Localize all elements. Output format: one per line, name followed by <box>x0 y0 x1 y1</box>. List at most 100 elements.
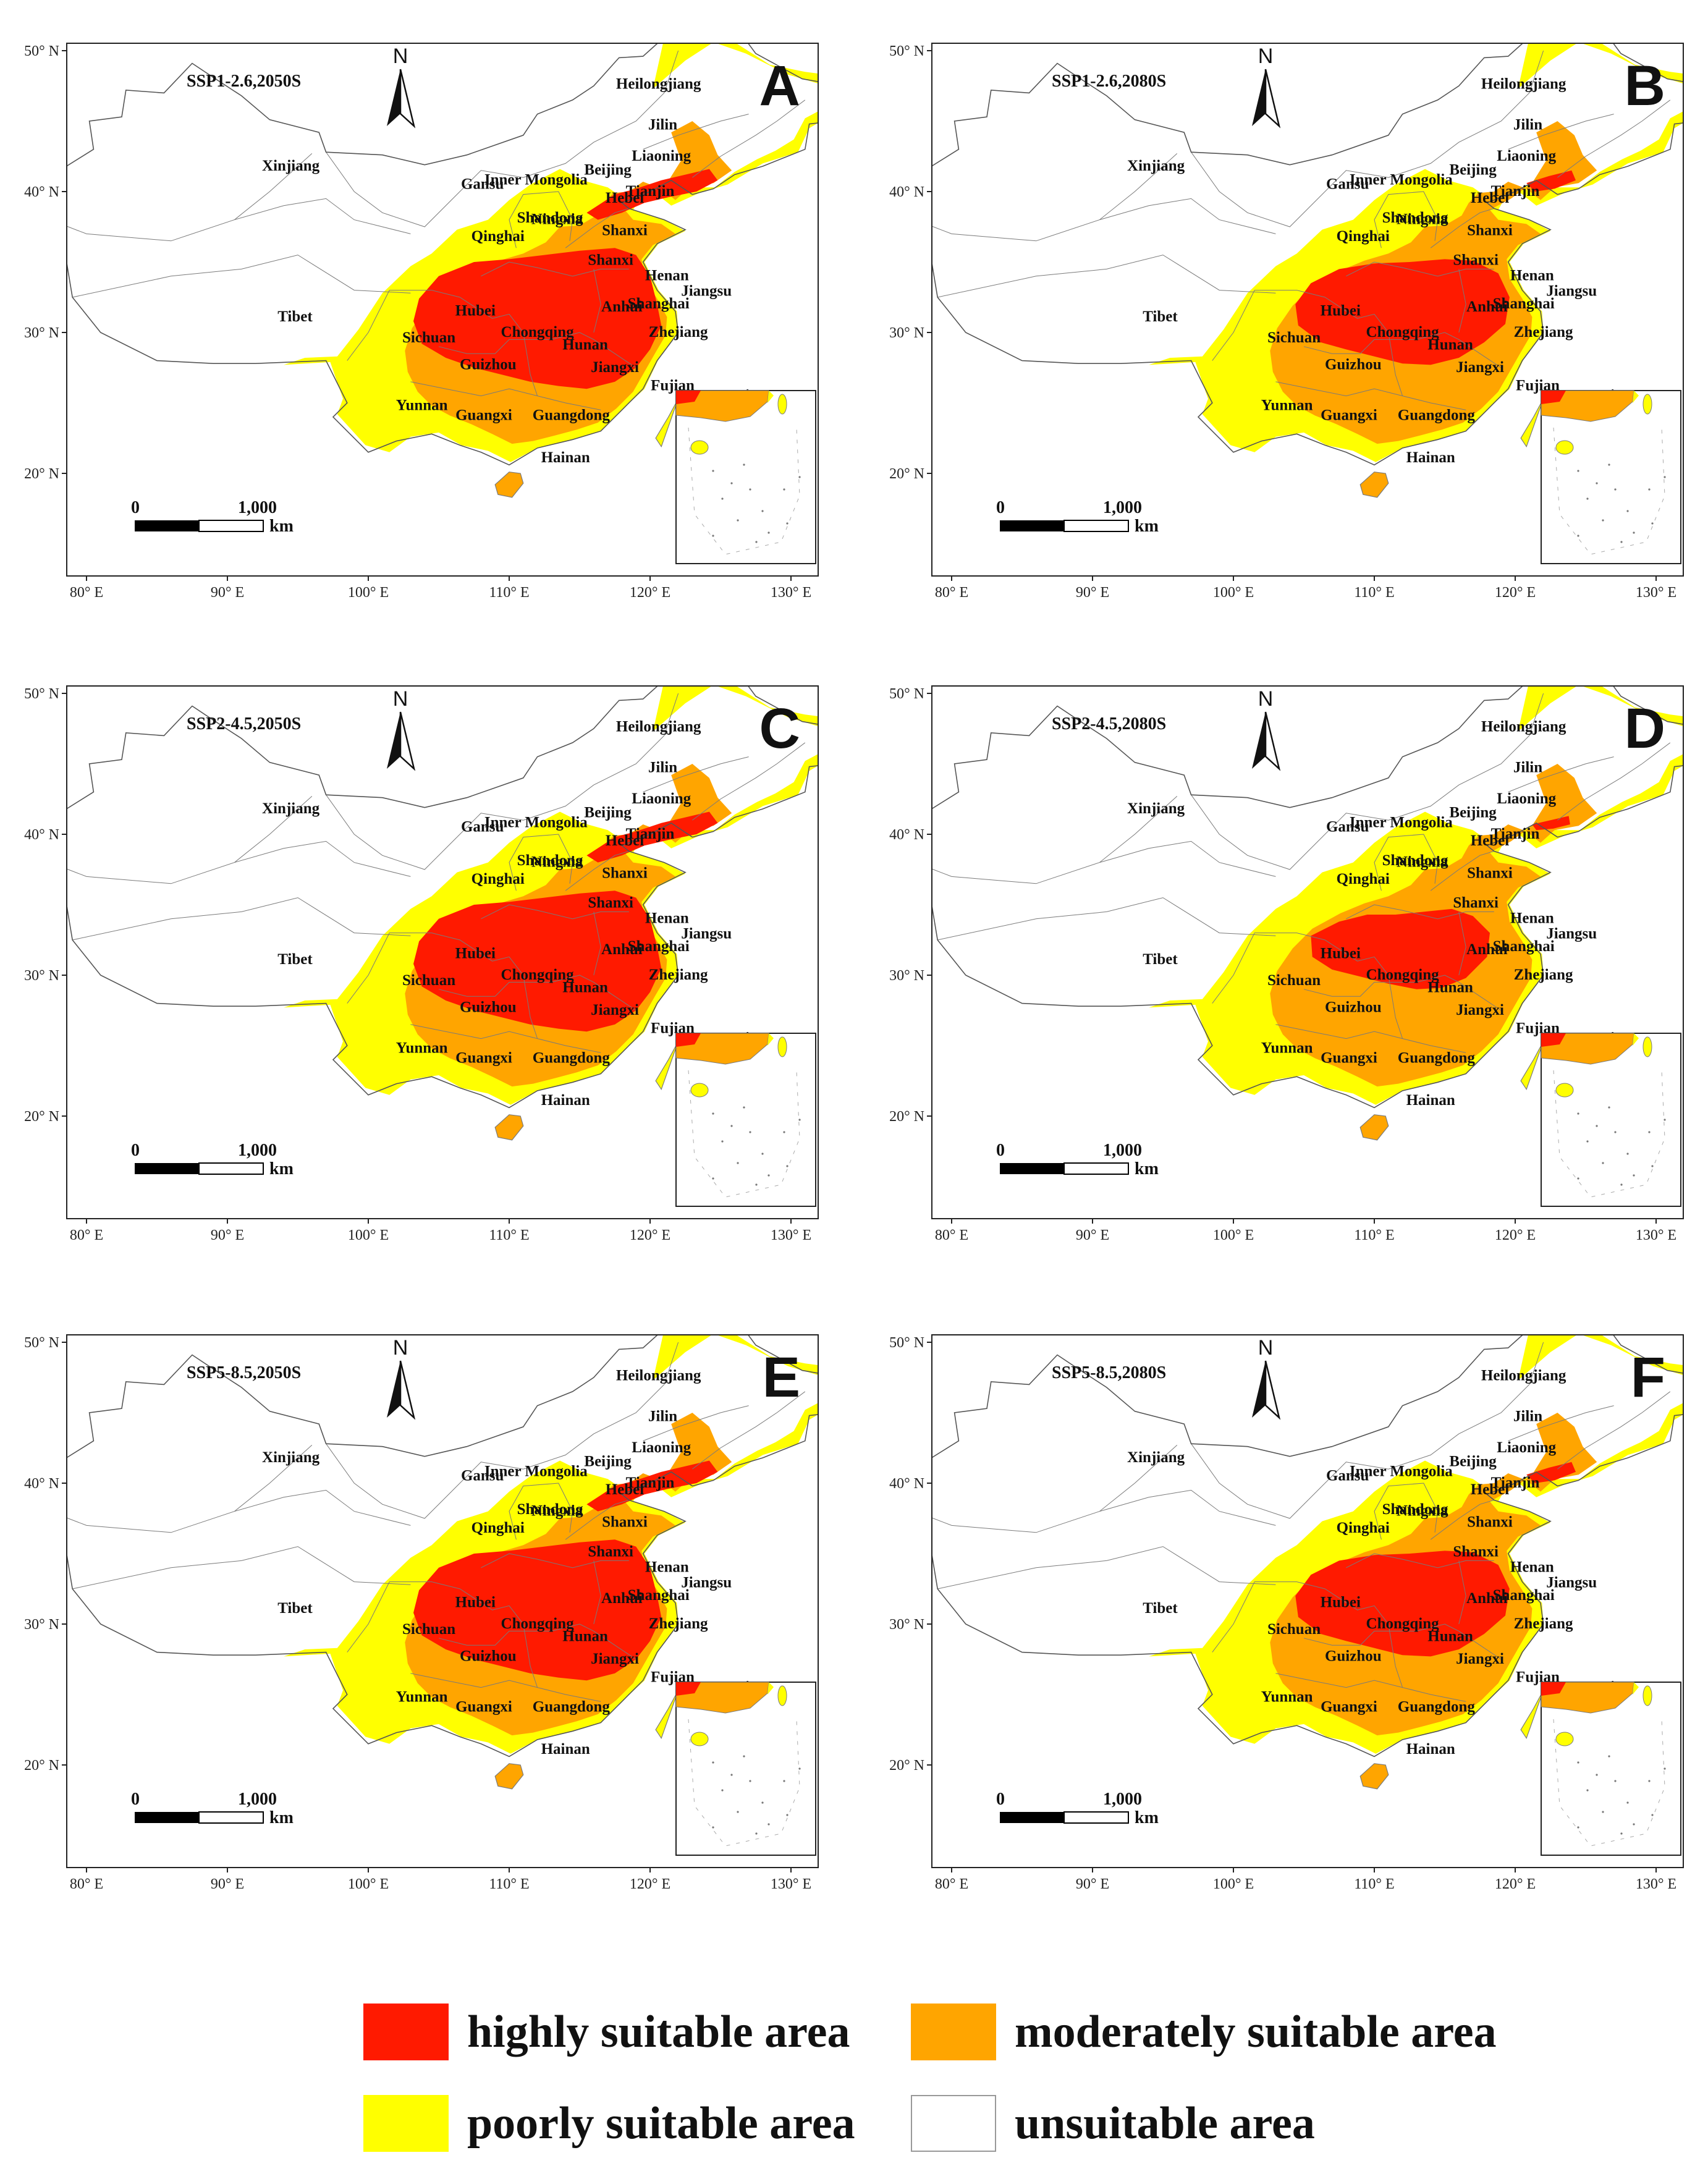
province-label: Hainan <box>1406 1092 1455 1109</box>
lon-label: 80° E <box>70 1876 103 1892</box>
province-border <box>234 198 411 234</box>
hainan-island <box>1359 1763 1389 1790</box>
inset-island-dot <box>1596 1125 1598 1127</box>
scenario-title: SSP1-2.6,2080S <box>1052 72 1166 91</box>
south-china-sea-inset <box>675 1033 816 1207</box>
province-label: Qinghai <box>1337 871 1390 887</box>
inset-hainan <box>690 1083 709 1098</box>
province-label: Guangxi <box>1321 407 1377 423</box>
panel-letter: B <box>1625 54 1665 117</box>
inset-high-area <box>1541 391 1566 404</box>
province-border <box>67 153 313 242</box>
province-label: Guangdong <box>533 1698 611 1715</box>
legend-label-high: highly suitable area <box>467 2006 850 2057</box>
north-arrow-icon-right <box>1264 69 1281 129</box>
inset-island-dot <box>737 519 739 522</box>
province-border <box>1346 261 1494 277</box>
inset-nine-dash-line <box>1553 427 1665 555</box>
province-border <box>1508 114 1614 150</box>
province-border <box>1212 933 1389 1004</box>
province-label: Hubei <box>455 1594 496 1611</box>
china-border <box>67 1335 818 1758</box>
province-border <box>593 1560 601 1625</box>
province-label: Qinghai <box>1337 1520 1390 1536</box>
province-label: Hubei <box>1321 946 1361 962</box>
inset-island-dot <box>1620 1183 1623 1186</box>
province-label: Shanghai <box>628 295 690 312</box>
lat-label: 20° N <box>889 466 924 482</box>
map-panel-c: 50° N 40° N 30° N 20° N 80° E 90° E 100° E 110°… <box>0 655 865 1298</box>
inset-island-dot <box>1626 1801 1629 1804</box>
map-svg: 50° N 40° N 30° N 20° N 80° E 90° E 100° E 110°… <box>24 43 819 601</box>
province-label: Heilongjiang <box>1481 719 1566 735</box>
inset-island-dot <box>743 1106 745 1109</box>
province-label: Shanxi <box>1453 1544 1499 1560</box>
inset-island-dot <box>755 1832 758 1835</box>
scale-bar-white <box>198 1811 264 1824</box>
legend-swatch-high <box>363 2004 449 2060</box>
map-svg: 50° N 40° N 30° N 20° N 80° E 90° E 100° E 110°… <box>889 1334 1684 1892</box>
lon-label: 130° E <box>1636 585 1676 601</box>
lon-label: 90° E <box>211 1227 244 1243</box>
inset-nine-dash-line <box>688 427 800 555</box>
province-label: Guangxi <box>1321 1049 1377 1066</box>
north-label: N <box>393 687 408 711</box>
inset-island-dot <box>721 497 724 500</box>
hainan-island <box>494 472 524 498</box>
province-border <box>1275 381 1466 410</box>
inset-island-dot <box>755 541 758 543</box>
province-border <box>234 840 411 877</box>
province-label: Hainan <box>1406 1741 1455 1758</box>
hainan-island <box>1359 472 1389 498</box>
province-label: Hainan <box>541 1741 590 1758</box>
province-border <box>326 693 679 870</box>
inset-island-dot <box>1648 1780 1651 1782</box>
scale-unit: km <box>269 1159 294 1178</box>
province-label: Henan <box>645 268 689 284</box>
province-label: Tibet <box>277 308 313 325</box>
province-label: Guizhou <box>460 999 517 1015</box>
province-label: Ningxia <box>531 853 583 870</box>
inset-island-dot <box>1664 476 1666 478</box>
inset-island-dot <box>798 476 801 478</box>
province-label: Liaoning <box>1497 148 1556 164</box>
inset-island-dot <box>721 1789 724 1792</box>
scale-zero: 0 <box>131 1790 140 1809</box>
province-label: Hunan <box>562 1628 608 1644</box>
south-china-sea-inset <box>675 1682 816 1856</box>
scale-unit: km <box>269 1808 294 1827</box>
lat-label: 20° N <box>889 1758 924 1774</box>
province-border <box>692 1391 806 1470</box>
north-arrow-icon <box>1252 1361 1266 1418</box>
lon-label: 90° E <box>1076 585 1109 601</box>
province-label: Hunan <box>1427 336 1473 353</box>
lon-label: 90° E <box>1076 1876 1109 1892</box>
lat-label: 30° N <box>24 968 59 984</box>
highly-suitable-zone-1 <box>586 169 718 220</box>
province-border <box>72 255 411 298</box>
inset-island-dot <box>712 1112 714 1115</box>
inset-island-dot <box>761 1153 764 1155</box>
lat-label: 40° N <box>889 1476 924 1492</box>
province-label: Yunnan <box>396 1688 448 1705</box>
province-label: Jiangxi <box>591 359 639 376</box>
lon-label: 110° E <box>1354 1876 1394 1892</box>
province-label: Liaoning <box>1497 790 1556 807</box>
province-border <box>234 1489 411 1526</box>
lat-label: 40° N <box>889 184 924 200</box>
lon-label: 110° E <box>489 585 529 601</box>
province-label: Liaoning <box>632 148 691 164</box>
province-label: Jiangsu <box>681 1575 732 1591</box>
inset-island-dot <box>1577 1761 1579 1764</box>
inset-island-dot <box>1596 482 1598 484</box>
province-label: Hebei <box>1471 832 1510 849</box>
province-label: Jiangxi <box>1456 1002 1504 1018</box>
province-border <box>937 897 1276 941</box>
province-label: Shanxi <box>588 1544 633 1560</box>
province-label: Hebei <box>1471 1481 1510 1498</box>
province-label: Chongqing <box>501 324 575 341</box>
panel-letter: D <box>1625 697 1665 760</box>
province-label: Hubei <box>1321 1594 1361 1611</box>
province-border <box>1458 912 1466 976</box>
province-label: Hunan <box>562 336 608 353</box>
